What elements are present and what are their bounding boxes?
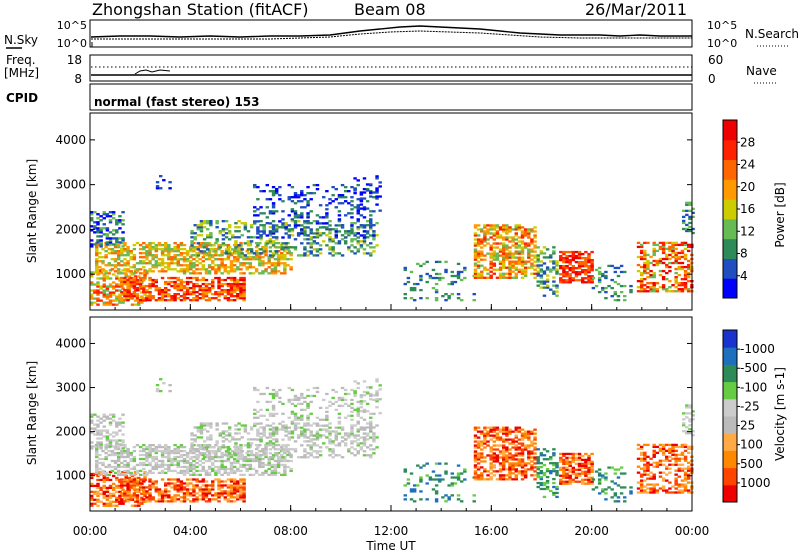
beam-label: Beam 08	[354, 0, 426, 19]
power-colorbar-tick: 12	[740, 224, 755, 238]
power-y-tick-label: 1000	[55, 267, 86, 281]
velocity-colorbar-tick: -100	[740, 380, 767, 394]
power-colorbar-tick: 24	[740, 158, 755, 172]
freq-left-tick-bottom: 8	[74, 72, 82, 86]
noise-search-trace	[91, 30, 692, 40]
power-colorbar-tick: 4	[740, 269, 748, 283]
station-title: Zhongshan Station (fitACF)	[92, 0, 309, 19]
noise-left-tick-bottom: 10^0	[57, 37, 87, 50]
velocity-y-tick-label: 3000	[55, 381, 86, 395]
velocity-y-tick-label: 1000	[55, 469, 86, 483]
velocity-colorbar: 1000 500 100 25 -25 -100 -500 -1000	[722, 329, 775, 503]
noise-left-label: N.Sky	[4, 33, 38, 47]
freq-left-tick-top: 18	[67, 53, 82, 67]
time-x-tick-label: 12:00	[374, 524, 409, 538]
velocity-colorbar-tick: -25	[740, 399, 760, 413]
velocity-colorbar-tick: -1000	[740, 342, 775, 356]
power-y-tick-label: 3000	[55, 178, 86, 192]
noise-right-label: N.Search	[745, 27, 799, 41]
velocity-colorbar-tick: -500	[740, 361, 767, 375]
velocity-colorbar-label: Velocity [m s-1]	[773, 367, 787, 461]
power-colorbar-tick: 8	[740, 247, 748, 261]
power-heatmap-cells	[90, 175, 695, 306]
cpid-panel: CPID normal (fast stereo) 153	[6, 83, 693, 111]
nave-right-label: Nave	[746, 64, 777, 78]
power-y-tick-label: 4000	[55, 133, 86, 147]
time-x-tick-label: 20:00	[574, 524, 609, 538]
power-colorbar: 4 8 12 16 20 24 28	[722, 119, 755, 299]
cpid-label: CPID	[6, 91, 38, 105]
velocity-colorbar-tick: 25	[740, 419, 755, 433]
velocity-ylabel: Slant Range [km]	[25, 361, 39, 465]
time-x-tick-label: 04:00	[173, 524, 208, 538]
velocity-x-ticks: 00:00 04:00 08:00 12:00 16:00 20:00 00:00	[73, 505, 710, 538]
noise-sky-trace	[90, 25, 692, 38]
time-x-tick-label: 00:00	[675, 524, 710, 538]
velocity-colorbar-tick: 500	[740, 457, 763, 471]
freq-right-tick-top: 60	[708, 53, 723, 67]
frequency-panel: Freq. [MHz] 18 8 60 0 Nave	[4, 53, 777, 86]
noise-panel: N.Sky 10^5 10^0 10^5 10^0 N.Search	[4, 19, 799, 50]
velocity-colorbar-tick: 1000	[740, 476, 771, 490]
power-colorbar-tick: 28	[740, 135, 755, 149]
velocity-colorbar-tick: 100	[740, 438, 763, 452]
power-colorbar-label: Power [dB]	[773, 182, 787, 247]
velocity-y-tick-label: 2000	[55, 425, 86, 439]
power-colorbar-tick: 20	[740, 180, 755, 194]
freq-right-tick-bottom: 0	[708, 72, 716, 86]
date-label: 26/Mar/2011	[585, 0, 687, 19]
velocity-heatmap-cells	[90, 378, 695, 507]
noise-right-tick-top: 10^5	[707, 19, 737, 32]
cpid-text: normal (fast stereo) 153	[94, 95, 260, 109]
time-axis-label: Time UT	[365, 539, 416, 553]
time-x-tick-label: 16:00	[474, 524, 509, 538]
power-ylabel: Slant Range [km]	[25, 159, 39, 263]
velocity-y-ticks: 1000 2000 3000 4000	[55, 336, 692, 483]
power-x-tick-marks	[89, 304, 693, 310]
velocity-y-tick-label: 4000	[55, 336, 86, 350]
power-y-ticks: 1000 2000 3000 4000	[55, 133, 692, 281]
freq-left-label-line2: [MHz]	[4, 66, 39, 80]
time-x-tick-label: 00:00	[73, 524, 108, 538]
noise-left-tick-top: 10^5	[57, 19, 87, 32]
freq-left-label-line1: Freq.	[6, 53, 36, 67]
noise-right-tick-bottom: 10^0	[707, 37, 737, 50]
time-x-tick-label: 08:00	[273, 524, 308, 538]
power-y-tick-label: 2000	[55, 222, 86, 236]
power-colorbar-tick: 16	[740, 202, 755, 216]
power-panel: 1000 2000 3000 4000 Slant Range [km] 4 8 12 16…	[25, 112, 787, 311]
velocity-panel: 1000 2000 3000 4000 00:00 04:00 08:00 12:00 16:…	[25, 316, 787, 553]
